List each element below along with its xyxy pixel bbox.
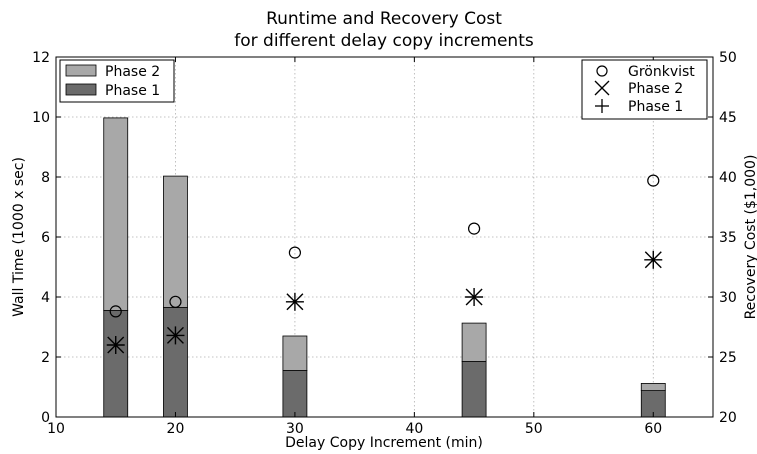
y-tick-label: 12 — [32, 50, 50, 66]
chart-title-line-2: for different delay copy increments — [234, 31, 534, 51]
markers — [106, 174, 663, 354]
y2-tick-label: 20 — [719, 410, 737, 426]
bar-phase-2 — [103, 117, 129, 311]
legend-marker-gronkvist — [596, 65, 608, 77]
marker-phase-1 — [644, 250, 663, 269]
chart-title-line-1: Runtime and Recovery Cost — [266, 9, 502, 29]
y-tick-label: 0 — [41, 410, 50, 426]
marker-gronkvist — [647, 174, 660, 187]
bar-phase-1 — [163, 307, 188, 418]
bar-phase-2 — [640, 382, 666, 391]
y-tick-label: 6 — [41, 230, 50, 246]
bar-phase-1 — [282, 370, 308, 418]
ticks: 10 20 30 40 50 60 0 2 4 6 8 10 12 20 25 30 35 40 45 50 — [32, 50, 737, 437]
legend-left: Phase 2 Phase 1 — [59, 59, 175, 103]
y-tick-label: 10 — [32, 110, 50, 126]
x-tick-label: 60 — [644, 421, 662, 437]
bar-phase-2 — [163, 175, 188, 308]
bar-phase-1 — [461, 361, 487, 418]
x-tick-label: 50 — [525, 421, 543, 437]
x-tick-label: 10 — [47, 421, 65, 437]
y2-tick-label: 25 — [719, 350, 737, 366]
marker-gronkvist — [288, 246, 302, 259]
y2-tick-label: 45 — [719, 110, 737, 126]
y-axis-label: Wall Time (1000 x sec) — [11, 157, 27, 317]
legend-label-phase-2: Phase 2 — [105, 64, 160, 80]
bar-phase-2 — [282, 335, 308, 371]
y2-axis-label: Recovery Cost ($1,000) — [743, 155, 757, 320]
legend-label-gronkvist: Grönkvist — [628, 64, 695, 80]
bars — [103, 117, 666, 418]
y2-tick-label: 50 — [719, 50, 737, 66]
marker-gronkvist — [467, 222, 481, 235]
legend-swatch-phase-1 — [65, 83, 97, 96]
legend-right: Grönkvist Phase 2 Phase 1 — [581, 59, 708, 120]
legend-label-phase-1: Phase 1 — [105, 83, 160, 99]
legend-marker-phase-2 — [594, 80, 610, 96]
y-tick-label: 8 — [41, 170, 50, 186]
y-tick-label: 4 — [41, 290, 50, 306]
marker-phase-1 — [166, 326, 185, 345]
bar-phase-2 — [461, 322, 487, 362]
marker-gronkvist — [169, 295, 182, 308]
y2-tick-label: 30 — [719, 290, 737, 306]
legend-swatch-phase-2 — [65, 64, 97, 77]
plot-frame — [55, 56, 714, 418]
x-tick-label: 30 — [286, 421, 304, 437]
marker-phase-1 — [285, 292, 304, 311]
legend-label-phase-2-cost: Phase 2 — [628, 81, 683, 97]
x-tick-label: 20 — [167, 421, 185, 437]
marker-phase-1 — [465, 288, 484, 306]
x-axis-label: Delay Copy Increment (min) — [285, 435, 483, 451]
marker-phase-1 — [106, 336, 125, 354]
legend-label-phase-1-cost: Phase 1 — [628, 99, 683, 115]
y2-tick-label: 40 — [719, 170, 737, 186]
marker-gronkvist — [109, 305, 122, 318]
y-tick-label: 2 — [41, 350, 50, 366]
bar-phase-1 — [103, 310, 129, 418]
legend-marker-phase-1 — [595, 99, 609, 113]
y2-tick-label: 35 — [719, 230, 737, 246]
x-tick-label: 40 — [405, 421, 423, 437]
